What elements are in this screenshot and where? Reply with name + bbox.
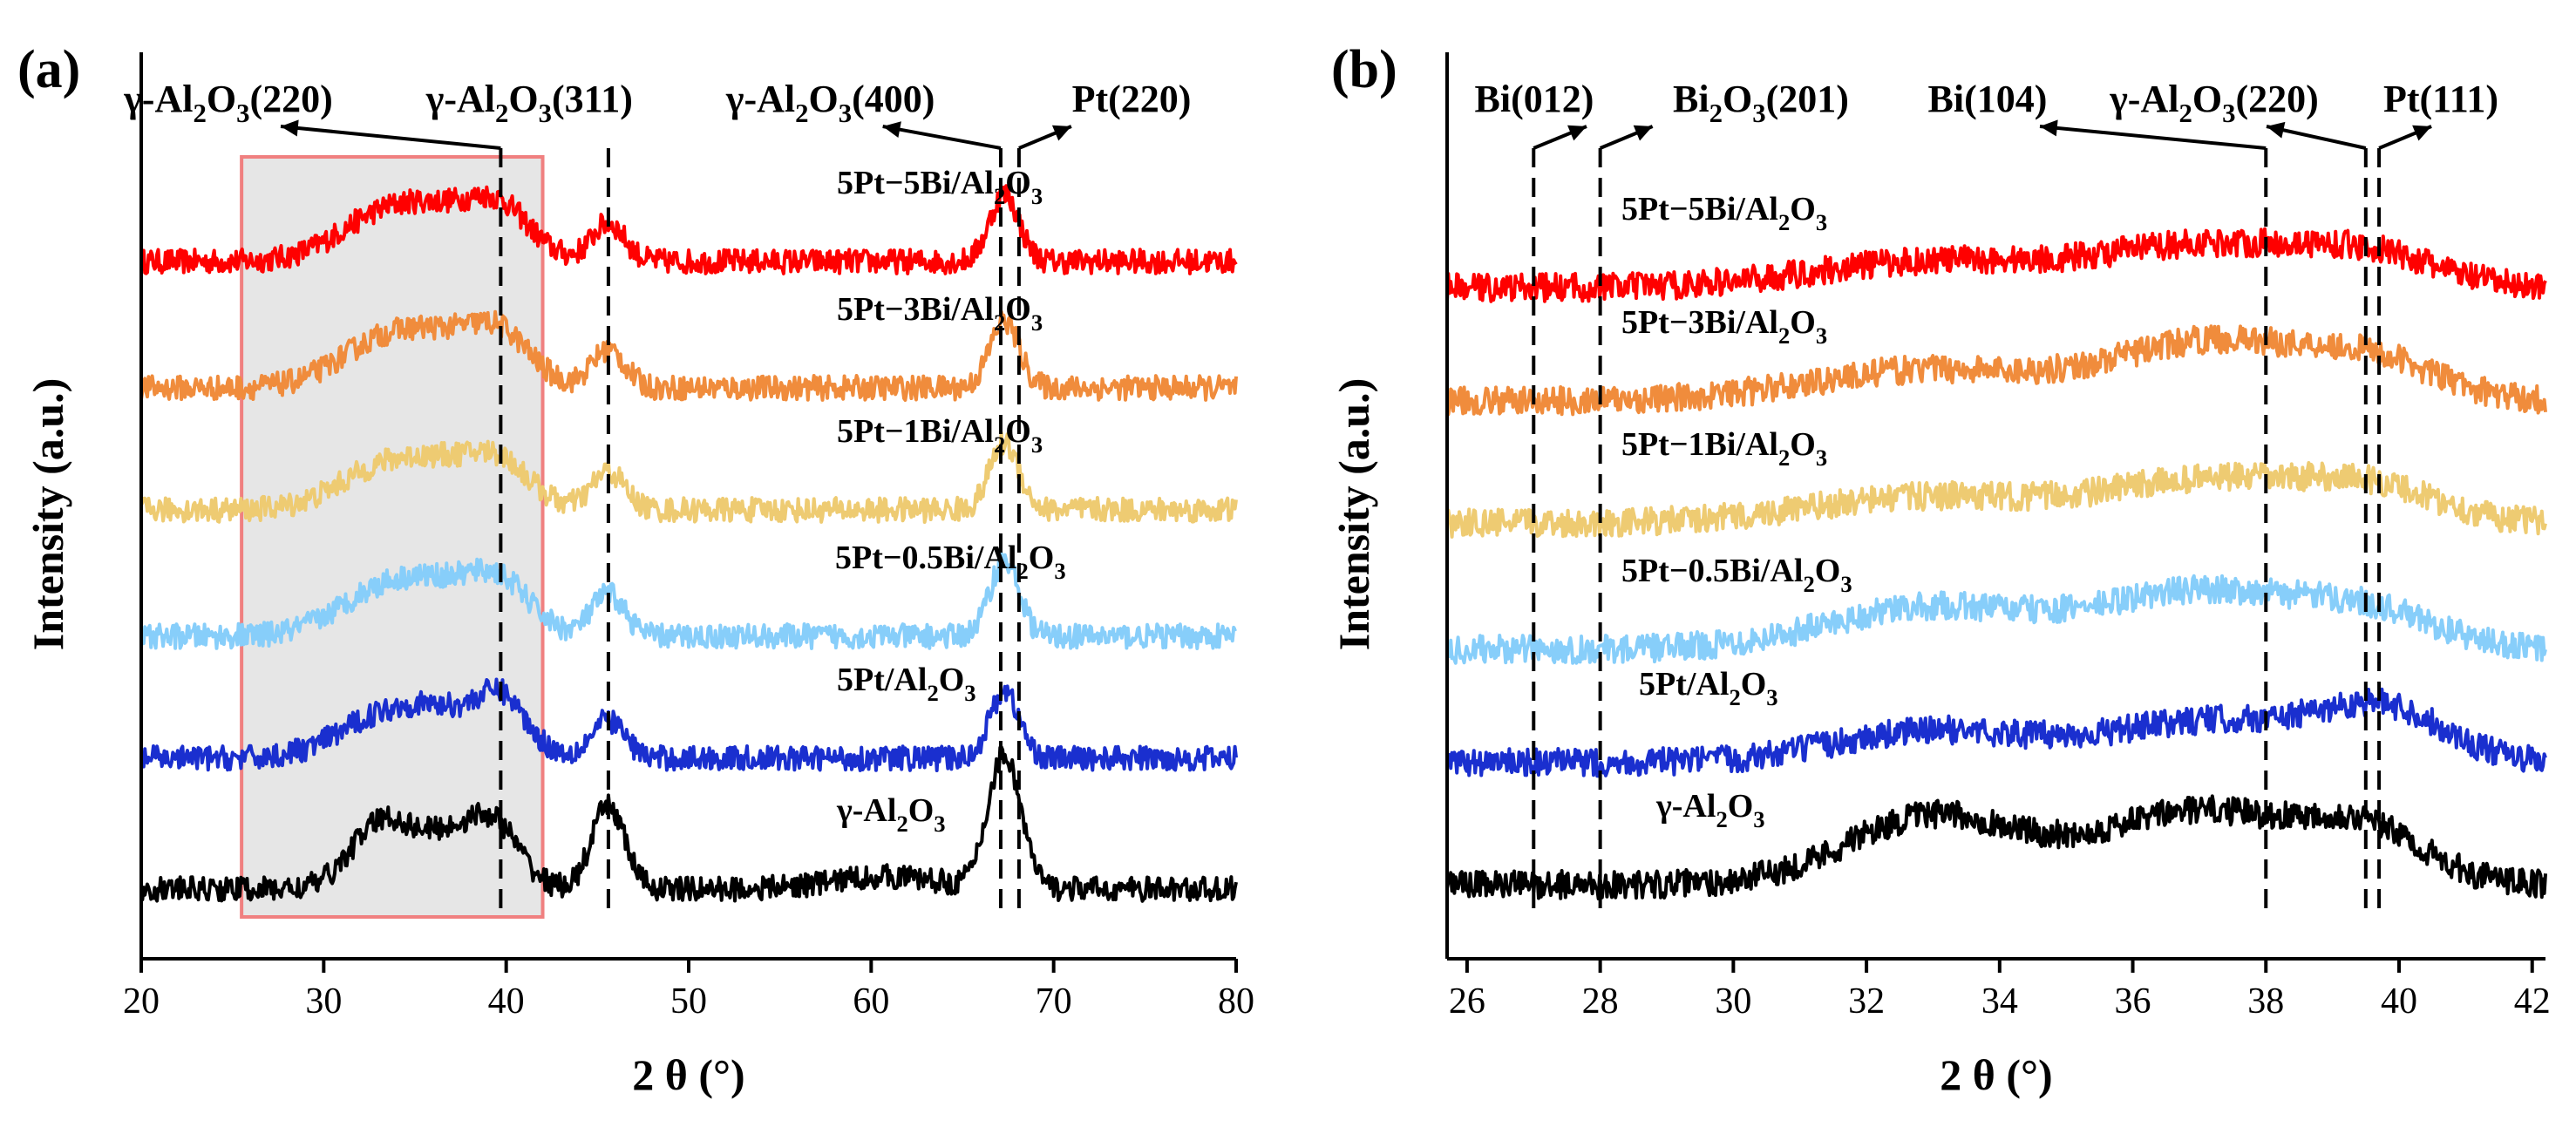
series-line: [1445, 461, 2547, 539]
x-tick-label: 50: [670, 981, 707, 1022]
x-tick-label: 70: [1036, 981, 1072, 1022]
peak-label: γ-Al2O3(311): [425, 78, 633, 128]
x-tick-label: 30: [305, 981, 342, 1022]
x-tick-label: 80: [1218, 981, 1254, 1022]
peak-arrow-head: [2412, 125, 2432, 141]
peak-label: Bi(104): [1928, 78, 2048, 120]
peak-arrow-head: [1567, 125, 1587, 141]
x-tick-label: 32: [1848, 981, 1885, 1022]
peak-label: Pt(220): [1072, 78, 1192, 120]
x-axis-label: 2 θ (°): [1940, 1050, 2052, 1099]
x-tick-label: 36: [2115, 981, 2151, 1022]
series-line: [139, 745, 1238, 903]
series-line: [1445, 687, 2547, 778]
series-line: [1445, 324, 2547, 417]
y-axis-label: Intensity (a.u.): [1329, 378, 1378, 651]
peak-arrow: [280, 125, 501, 150]
series-label: 5Pt−5Bi/Al2O3: [837, 165, 1043, 209]
peak-arrow-head: [281, 119, 299, 137]
series-line: [1445, 574, 2547, 665]
y-axis-label: Intensity (a.u.): [24, 378, 72, 651]
panel-letter: (b): [1331, 40, 1397, 99]
series-label: 5Pt/Al2O3: [1639, 666, 1778, 710]
series-label: 5Pt−1Bi/Al2O3: [1621, 426, 1827, 471]
series-label: 5Pt/Al2O3: [837, 662, 976, 706]
peak-arrow-head: [2040, 119, 2058, 137]
x-tick-label: 30: [1715, 981, 1751, 1022]
panel-letter: (a): [17, 40, 80, 99]
x-tick-label: 40: [488, 981, 525, 1022]
series-label: γ-Al2O3: [836, 792, 946, 837]
x-axis-label: 2 θ (°): [632, 1050, 744, 1099]
x-tick-label: 26: [1449, 981, 1485, 1022]
x-tick-label: 40: [2381, 981, 2417, 1022]
peak-label: Bi2O3(201): [1673, 78, 1849, 128]
x-tick-label: 60: [853, 981, 889, 1022]
peak-label: Pt(111): [2383, 78, 2498, 120]
x-tick-label: 38: [2247, 981, 2284, 1022]
peak-label: Bi(012): [1475, 78, 1594, 120]
peak-arrow-head: [1051, 125, 1071, 141]
series-label: 5Pt−0.5Bi/Al2O3: [1621, 553, 1852, 597]
series-line: [139, 309, 1238, 402]
peak-label: γ-Al2O3(220): [123, 78, 333, 128]
series-label: 5Pt−1Bi/Al2O3: [837, 413, 1043, 458]
peak-arrow-head: [882, 121, 901, 139]
peak-label: γ-Al2O3(220): [2109, 78, 2319, 128]
panel-b: (b) 5Pt−5Bi/Al2O3 5Pt−3Bi/Al2O3 5Pt−1Bi/Al2…: [1329, 40, 2551, 1099]
peak-arrow: [2039, 125, 2267, 150]
peak-arrow-head: [1633, 125, 1653, 141]
series-line: [1445, 794, 2547, 900]
peak-arrow: [882, 125, 1002, 150]
x-tick-label: 42: [2514, 981, 2551, 1022]
series-line: [139, 184, 1238, 275]
x-tick-label: 34: [1981, 981, 2018, 1022]
panel-a: (a)5Pt−5Bi/Al2O35Pt−3Bi/Al2O35Pt−1Bi/Al2…: [17, 40, 1254, 1099]
peak-label: γ-Al2O3(400): [725, 78, 935, 128]
highlight-region: [240, 155, 545, 919]
series-label: 5Pt−0.5Bi/Al2O3: [835, 540, 1066, 584]
series-label: γ-Al2O3: [1655, 788, 1765, 832]
series-line: [139, 677, 1238, 772]
peak-arrow-head: [2267, 121, 2286, 139]
x-tick-label: 28: [1582, 981, 1619, 1022]
series-label: 5Pt−3Bi/Al2O3: [1621, 304, 1827, 349]
series-line: [139, 431, 1238, 524]
series-label: 5Pt−5Bi/Al2O3: [1621, 191, 1827, 235]
series-line: [139, 551, 1237, 650]
x-tick-label: 20: [123, 981, 160, 1022]
series-line: [1445, 227, 2547, 303]
